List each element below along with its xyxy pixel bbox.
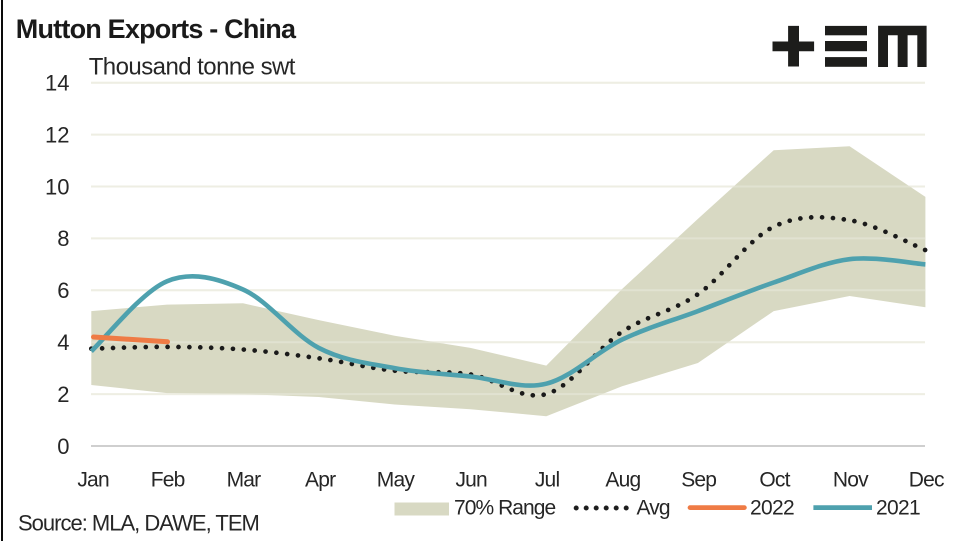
svg-text:4: 4: [57, 330, 69, 355]
svg-text:8: 8: [57, 226, 69, 251]
svg-text:12: 12: [45, 122, 69, 147]
svg-text:14: 14: [45, 71, 69, 96]
svg-text:Jun: Jun: [455, 469, 487, 492]
svg-text:Jan: Jan: [77, 469, 109, 492]
svg-text:May: May: [377, 469, 416, 492]
svg-text:10: 10: [45, 174, 69, 199]
svg-text:Apr: Apr: [305, 469, 336, 492]
svg-text:Source: MLA, DAWE, TEM: Source: MLA, DAWE, TEM: [18, 511, 259, 536]
svg-text:2022: 2022: [750, 497, 794, 520]
svg-text:Mar: Mar: [227, 469, 262, 492]
svg-text:2: 2: [57, 382, 69, 407]
svg-text:0: 0: [57, 434, 69, 459]
svg-text:70% Range: 70% Range: [454, 497, 555, 520]
svg-text:Nov: Nov: [833, 469, 869, 492]
svg-text:2021: 2021: [876, 497, 920, 520]
svg-text:Avg: Avg: [637, 497, 670, 520]
svg-text:Mutton Exports - China: Mutton Exports - China: [16, 14, 297, 44]
svg-text:Oct: Oct: [759, 469, 790, 492]
svg-text:Thousand tonne swt: Thousand tonne swt: [89, 53, 296, 80]
svg-text:Feb: Feb: [151, 469, 185, 492]
svg-text:Aug: Aug: [605, 469, 640, 492]
svg-text:Dec: Dec: [909, 469, 944, 492]
svg-text:Sep: Sep: [681, 469, 716, 492]
svg-text:6: 6: [57, 278, 69, 303]
svg-text:Jul: Jul: [535, 469, 560, 492]
